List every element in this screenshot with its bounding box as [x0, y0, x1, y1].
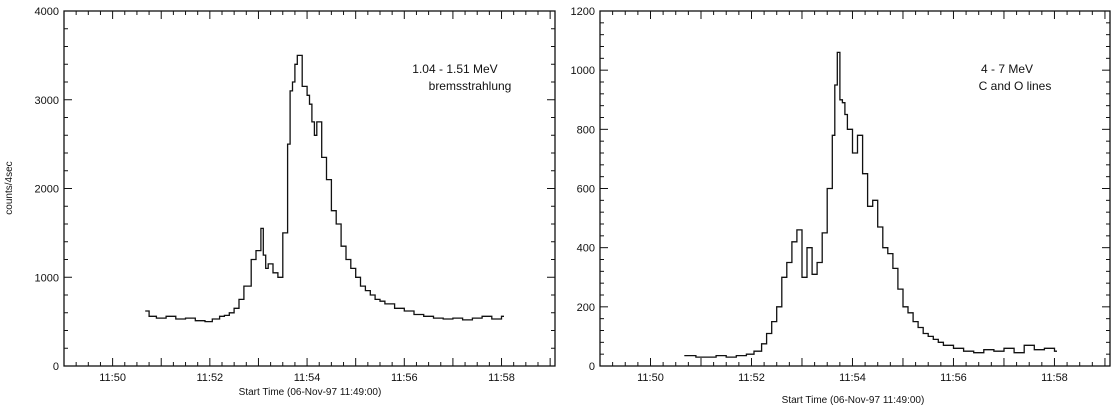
x-tick-label: 11:52 — [738, 372, 765, 384]
x-tick-label: 11:56 — [391, 372, 418, 384]
y-tick-label: 400 — [577, 243, 595, 255]
x-axis: 11:50 11:52 11:54 11:56 11:58 — [63, 11, 551, 384]
annotation-line-1: 1.04 - 1.51 MeV — [412, 62, 497, 76]
y-axis: 0 200 400 600 800 1000 1200 — [571, 6, 1110, 373]
y-axis-title: counts/4sec — [4, 161, 15, 214]
y-tick-label: 3000 — [35, 95, 59, 107]
x-axis: 11:50 11:52 11:54 11:56 11:58 — [599, 11, 1106, 384]
x-axis-title: Start Time (06-Nov-97 11:49:00) — [782, 395, 925, 406]
y-tick-label: 200 — [577, 302, 595, 314]
annotation-line-1: 4 - 7 MeV — [981, 62, 1033, 76]
x-tick-label: 11:52 — [196, 372, 223, 384]
x-tick-label: 11:54 — [294, 372, 321, 384]
y-tick-label: 2000 — [35, 184, 59, 196]
y-tick-label: 0 — [53, 361, 59, 373]
y-tick-label: 1000 — [35, 272, 59, 284]
x-tick-label: 11:58 — [1041, 372, 1068, 384]
y-axis: 0 1000 2000 3000 4000 — [35, 6, 555, 373]
y-tick-label: 4000 — [35, 6, 59, 18]
series-line — [145, 54, 504, 323]
y-tick-label: 1200 — [571, 6, 595, 18]
y-tick-label: 0 — [589, 361, 595, 373]
x-tick-label: 11:56 — [940, 372, 967, 384]
x-tick-label: 11:58 — [488, 372, 515, 384]
x-tick-label: 11:50 — [637, 372, 664, 384]
plot-frame — [599, 10, 1111, 367]
annotation-line-2: bremsstrahlung — [429, 79, 512, 93]
series-line — [684, 51, 1057, 358]
y-tick-label: 1000 — [571, 65, 595, 77]
y-tick-label: 600 — [577, 184, 595, 196]
x-tick-label: 11:50 — [99, 372, 126, 384]
x-axis-title: Start Time (06-Nov-97 11:49:00) — [239, 387, 382, 398]
y-tick-label: 800 — [577, 124, 595, 136]
x-tick-label: 11:54 — [839, 372, 866, 384]
annotation-line-2: C and O lines — [979, 79, 1052, 93]
